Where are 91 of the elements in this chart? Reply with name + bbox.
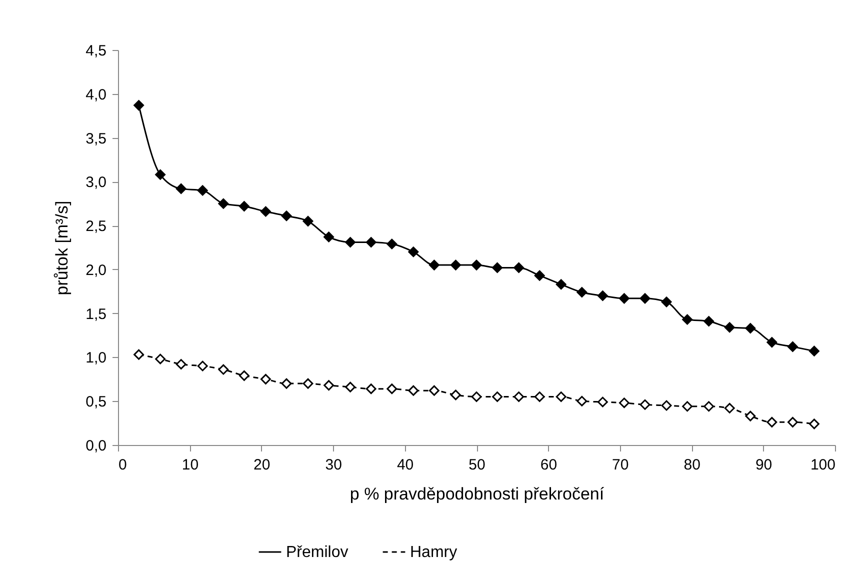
point	[618, 293, 630, 304]
point	[134, 100, 144, 111]
point	[302, 378, 314, 389]
point	[450, 390, 461, 400]
y-tick-label: 1,5	[86, 306, 106, 323]
point	[640, 399, 650, 410]
y-tick-label: 3,0	[86, 174, 106, 192]
point	[556, 279, 566, 290]
point	[281, 210, 292, 222]
x-tick-label: 0	[118, 456, 127, 474]
point	[450, 260, 461, 270]
point	[724, 402, 735, 414]
y-axis-title: průtok [m³/s]	[52, 200, 72, 296]
point	[386, 238, 398, 250]
point	[724, 322, 735, 333]
y-tick-label: 3,5	[86, 130, 106, 148]
point	[661, 296, 672, 308]
point	[155, 354, 166, 364]
y-tick-label: 1,0	[86, 350, 106, 367]
point	[640, 293, 650, 304]
x-tick-label: 50	[468, 456, 486, 474]
legend-label: Přemilov	[286, 544, 348, 561]
x-tick-label: 80	[684, 456, 700, 474]
x-tick-label: 40	[396, 456, 414, 474]
point	[514, 392, 524, 402]
point	[218, 198, 229, 209]
point	[408, 246, 419, 258]
point	[281, 378, 292, 389]
point	[197, 360, 208, 372]
point	[576, 287, 588, 298]
point	[787, 416, 798, 428]
point	[345, 237, 356, 248]
x-tick-label: 70	[612, 456, 629, 474]
point	[704, 401, 714, 412]
x-axis-title: p % pravděpodobnosti překročení	[350, 484, 604, 504]
x-tick-label: 30	[325, 456, 342, 474]
point	[260, 206, 271, 217]
point	[514, 262, 524, 273]
legend-label: Hamry	[410, 544, 458, 561]
point	[471, 392, 482, 402]
y-tick-label: 2,0	[86, 262, 106, 279]
point	[471, 260, 482, 270]
x-tick-label: 100	[810, 456, 836, 474]
point	[766, 337, 778, 348]
point	[556, 392, 566, 402]
point	[745, 410, 756, 422]
point	[155, 169, 166, 180]
point	[324, 232, 334, 242]
point	[260, 374, 271, 384]
point	[197, 185, 208, 196]
point	[324, 380, 334, 391]
point	[682, 401, 693, 412]
point	[492, 392, 503, 402]
point	[534, 392, 545, 402]
point	[428, 385, 440, 396]
point	[682, 314, 693, 325]
y-tick-label: 0,5	[86, 394, 106, 411]
point	[808, 418, 820, 430]
point	[808, 346, 820, 356]
point	[428, 260, 440, 270]
point	[618, 398, 630, 408]
point	[534, 270, 545, 281]
point	[386, 384, 398, 394]
x-tick-label: 90	[755, 456, 772, 474]
point	[238, 370, 250, 381]
y-tick-label: 4,0	[86, 86, 106, 104]
point	[661, 400, 672, 411]
point	[787, 341, 798, 352]
point	[302, 216, 314, 226]
point	[176, 183, 186, 194]
y-tick-label: 4,5	[86, 42, 106, 60]
point	[218, 364, 229, 375]
point	[366, 237, 376, 248]
point	[176, 359, 186, 370]
point	[408, 385, 419, 396]
y-tick-label: 0,0	[86, 438, 106, 454]
point	[745, 323, 756, 334]
point	[597, 396, 608, 408]
point	[492, 262, 503, 273]
x-tick-label: 20	[254, 456, 270, 474]
x-tick-label: 60	[540, 456, 558, 474]
point	[597, 290, 608, 301]
point	[366, 384, 376, 394]
point	[704, 316, 714, 326]
point	[238, 201, 250, 212]
point	[345, 382, 356, 392]
x-tick-label: 10	[182, 456, 199, 474]
y-tick-label: 2,5	[86, 218, 106, 236]
point	[134, 349, 144, 360]
point	[576, 396, 588, 406]
point	[766, 416, 778, 428]
